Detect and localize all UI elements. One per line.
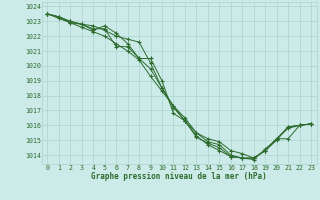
X-axis label: Graphe pression niveau de la mer (hPa): Graphe pression niveau de la mer (hPa) <box>91 172 267 181</box>
